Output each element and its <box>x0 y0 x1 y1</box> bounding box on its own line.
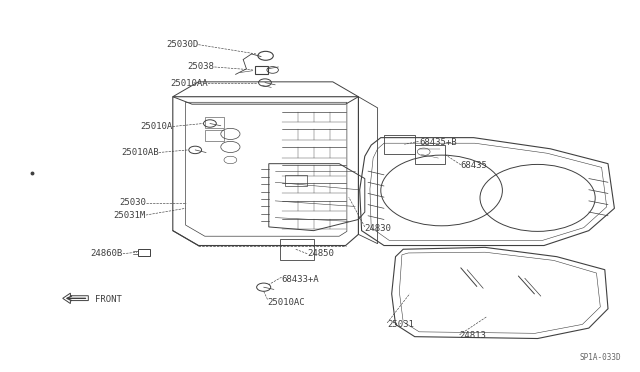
Text: 25010AB: 25010AB <box>121 148 159 157</box>
Text: 25031: 25031 <box>387 320 414 329</box>
Text: 68433+A: 68433+A <box>282 275 319 284</box>
Text: 25038: 25038 <box>188 62 214 71</box>
Text: 24860B: 24860B <box>91 249 123 258</box>
Text: 68435+B: 68435+B <box>419 138 457 147</box>
Text: FRONT: FRONT <box>95 295 122 304</box>
Text: 24813: 24813 <box>460 331 486 340</box>
Text: 25030: 25030 <box>119 198 146 207</box>
Text: SP1A-033D: SP1A-033D <box>579 353 621 362</box>
Text: 24830: 24830 <box>365 224 392 233</box>
Polygon shape <box>63 293 88 304</box>
Text: 25010A: 25010A <box>141 122 173 131</box>
Text: 25010AC: 25010AC <box>268 298 305 307</box>
Text: 25030D: 25030D <box>166 40 198 49</box>
Text: 25010AA: 25010AA <box>170 79 208 88</box>
Text: 68435: 68435 <box>461 161 488 170</box>
Text: 24850: 24850 <box>307 249 334 258</box>
Text: 25031M: 25031M <box>114 211 146 219</box>
